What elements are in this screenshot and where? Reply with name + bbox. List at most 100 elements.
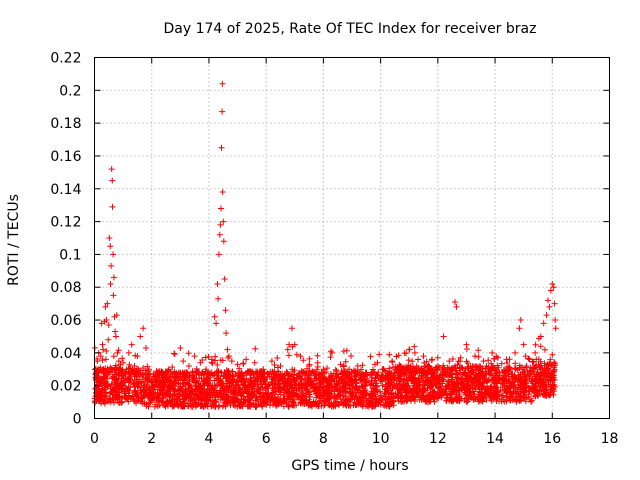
data-point xyxy=(261,369,268,376)
data-point xyxy=(143,403,150,410)
data-point xyxy=(404,376,411,383)
data-point xyxy=(340,402,347,409)
data-point xyxy=(103,317,110,324)
data-point xyxy=(521,384,528,391)
data-point xyxy=(474,394,481,401)
data-point xyxy=(221,276,228,283)
data-point xyxy=(418,366,425,373)
data-point xyxy=(185,391,192,398)
data-point xyxy=(385,379,392,386)
data-point xyxy=(119,355,126,362)
data-point xyxy=(540,320,547,327)
data-point xyxy=(211,370,218,377)
data-point xyxy=(169,364,176,371)
data-point xyxy=(244,368,251,375)
data-point xyxy=(437,382,444,389)
data-point xyxy=(431,376,438,383)
data-point xyxy=(407,387,414,394)
data-point xyxy=(238,392,245,399)
data-point xyxy=(242,379,249,386)
data-point xyxy=(547,287,554,294)
data-point xyxy=(468,367,475,374)
data-point xyxy=(219,80,226,87)
data-point xyxy=(519,385,526,392)
data-point xyxy=(171,350,178,357)
data-point xyxy=(421,381,428,388)
data-point xyxy=(131,383,138,390)
data-point xyxy=(428,366,435,373)
data-point xyxy=(116,381,123,388)
data-point xyxy=(159,379,166,386)
data-point xyxy=(359,362,366,369)
data-point xyxy=(348,353,355,360)
y-tick-label: 0.06 xyxy=(50,313,81,329)
data-point xyxy=(414,369,421,376)
data-point xyxy=(342,392,349,399)
data-point xyxy=(520,341,527,348)
data-point xyxy=(273,372,280,379)
data-point xyxy=(273,397,280,404)
data-point xyxy=(249,379,256,386)
data-point xyxy=(213,399,220,406)
data-point xyxy=(389,374,396,381)
x-tick-label: 2 xyxy=(147,431,156,447)
data-point xyxy=(320,366,327,373)
data-point xyxy=(537,343,544,350)
data-point xyxy=(544,371,551,378)
data-point xyxy=(406,346,413,353)
data-point xyxy=(149,379,156,386)
data-point xyxy=(452,298,458,305)
data-point xyxy=(253,394,260,401)
data-point xyxy=(282,371,289,378)
data-point xyxy=(552,325,559,332)
data-point xyxy=(133,399,140,406)
data-point xyxy=(404,397,411,404)
x-axis-label: GPS time / hours xyxy=(291,458,408,474)
data-point xyxy=(534,392,541,399)
data-point xyxy=(223,383,230,390)
data-point xyxy=(397,371,404,378)
data-point xyxy=(134,397,141,404)
data-point xyxy=(252,403,259,410)
data-point xyxy=(394,385,401,392)
data-point xyxy=(371,377,378,384)
data-point xyxy=(137,333,144,340)
data-point xyxy=(336,388,343,395)
data-point xyxy=(152,401,159,408)
data-point xyxy=(438,394,445,401)
data-point xyxy=(453,387,460,394)
data-point xyxy=(552,362,559,369)
data-point xyxy=(453,367,460,374)
data-point xyxy=(242,396,249,403)
data-point xyxy=(550,284,557,291)
data-point xyxy=(526,356,533,363)
data-point xyxy=(479,373,486,380)
data-point xyxy=(109,374,116,381)
data-point xyxy=(244,403,251,410)
data-point xyxy=(437,371,444,378)
data-point xyxy=(503,393,510,400)
data-point xyxy=(272,391,279,398)
data-point xyxy=(438,386,445,393)
data-point xyxy=(410,392,417,399)
data-point xyxy=(338,399,345,406)
data-point xyxy=(161,402,168,409)
data-point xyxy=(236,374,243,381)
data-point xyxy=(285,352,292,359)
data-point xyxy=(512,349,519,356)
data-point xyxy=(267,399,274,406)
x-tick-label: 12 xyxy=(429,431,447,447)
data-point xyxy=(281,397,288,404)
y-tick-label: 0.18 xyxy=(50,116,81,132)
data-point xyxy=(145,375,152,382)
data-point xyxy=(506,364,513,371)
data-point xyxy=(215,251,222,258)
data-point xyxy=(431,373,438,380)
data-point xyxy=(146,390,153,397)
data-point xyxy=(377,388,384,395)
data-point xyxy=(248,369,255,376)
data-point xyxy=(405,382,412,389)
data-point xyxy=(491,393,498,400)
data-point xyxy=(106,235,113,241)
data-point xyxy=(234,361,241,368)
